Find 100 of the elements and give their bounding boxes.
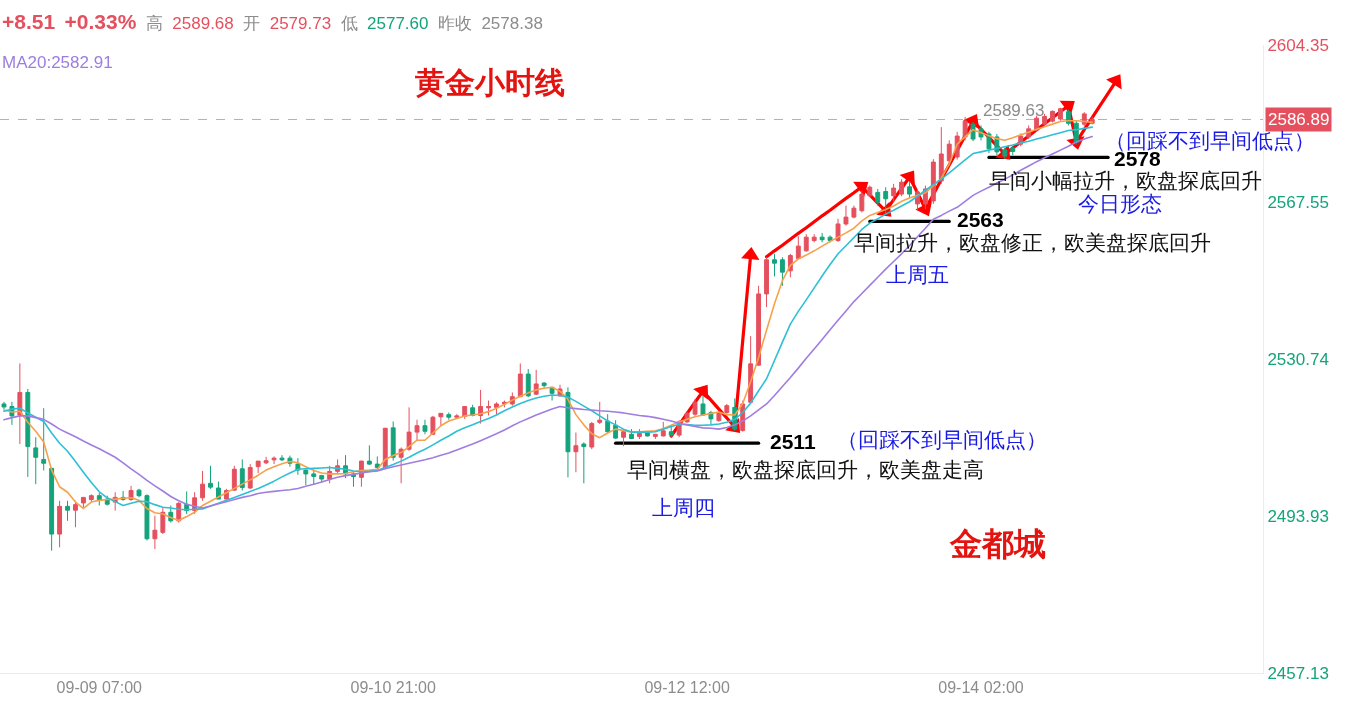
text: +8.51 +0.33% 高 2589.68 开 2579.73 低 2577.60 昨收 2578.38 [2,10,543,33]
annotation: 金都城 [949,526,1046,562]
annotation: （回踩不到早间低点） [1105,129,1315,153]
candlestick [486,400,491,416]
x-tick-label: 09-09 07:00 [56,679,143,697]
candlestick [899,178,905,197]
candlestick [930,158,936,205]
candlestick [581,441,587,484]
candlestick [41,407,47,472]
ref-line-label: 2586.89 [1268,110,1330,129]
x-tick-label: 09-12 12:00 [644,679,730,697]
candlestick [494,401,499,416]
candlestick [795,235,801,260]
annotation: 2511 [770,430,816,453]
candlestick [57,500,63,548]
candlestick [779,256,785,287]
candlestick [883,186,889,216]
candlestick [938,126,944,185]
candlestick [605,413,611,434]
candlestick [247,463,253,490]
y-tick-label: 2530.74 [1267,349,1329,369]
candlestick [33,436,39,485]
candlestick [1010,144,1016,156]
candlestick [517,362,523,398]
candlestick [843,205,849,227]
candlestick [446,411,452,421]
annotation: 上周四 [652,496,715,520]
candlestick [835,218,841,243]
candlestick [1081,111,1087,127]
y-tick-label: 2604.35 [1267,35,1329,55]
candlestick [49,467,55,552]
candlestick [1058,107,1063,122]
candlestick [88,493,94,503]
y-tick-label: 2457.13 [1267,663,1329,683]
candlestick [271,455,277,465]
annotation: 2589.63 [983,101,1045,120]
candlestick [454,413,460,420]
candlestick [414,419,420,442]
candlestick [652,433,658,440]
candlestick [597,401,603,425]
candlestick [422,419,428,435]
candlestick [152,515,158,550]
candlestick [692,398,698,417]
point [915,201,932,217]
candlestick [311,468,317,486]
candlestick [136,488,142,498]
point [899,170,915,186]
point [1059,100,1075,116]
point [853,181,869,197]
annotation: （回踩不到早间低点） [837,428,1047,452]
candlestick [144,493,150,541]
candlestick [255,460,261,474]
candlestick [366,444,372,466]
candlestick [160,507,166,535]
candlestick [73,500,78,528]
candlestick [946,139,952,167]
annotation: 早间拉升，欧盘修正，欧美盘探底回升 [854,231,1211,255]
candlestick [25,388,31,478]
candlestick [621,430,626,447]
candlestick [1002,147,1008,160]
candlestick [907,181,912,199]
candlestick [390,420,396,462]
candlestick [279,454,285,462]
candlestick [1050,109,1055,123]
candlestick [819,232,825,243]
candlestick [724,403,730,415]
candlestick [565,386,571,478]
candlestick [589,421,595,450]
annotation: 早间小幅拉升，欧盘探底回升 [989,169,1262,193]
annotation: 早间横盘，欧盘探底回升，欧美盘走高 [627,458,984,482]
x-tick-label: 09-10 21:00 [350,679,436,697]
candlestick [660,421,666,437]
y-tick-label: 2493.93 [1267,506,1329,526]
candlestick [65,500,70,522]
candlestick [231,465,237,492]
candlestick [573,432,579,473]
candlestick [637,428,642,440]
candlestick [1042,113,1047,126]
candlestick [1,401,7,410]
x-tick-label: 09-14 02:00 [938,679,1024,697]
point [1106,74,1122,90]
candlestick [764,256,769,308]
candlestick [438,412,444,427]
candlestick [859,190,865,213]
candlestick [891,183,897,203]
candlestick [756,285,762,367]
candlestick [875,188,881,207]
candlestick [629,428,634,440]
annotation: 上周五 [886,263,949,287]
candlestick [668,426,674,439]
annotation: MA20:2582.91 [2,53,113,72]
candlestick [851,205,857,219]
candlestick [700,395,706,417]
candlestick [541,382,547,390]
candlestick [80,496,86,510]
candlestick [374,455,380,470]
candlestick [803,233,809,253]
candlestick [986,131,992,154]
candlestick [263,456,269,464]
candlestick [303,469,309,486]
